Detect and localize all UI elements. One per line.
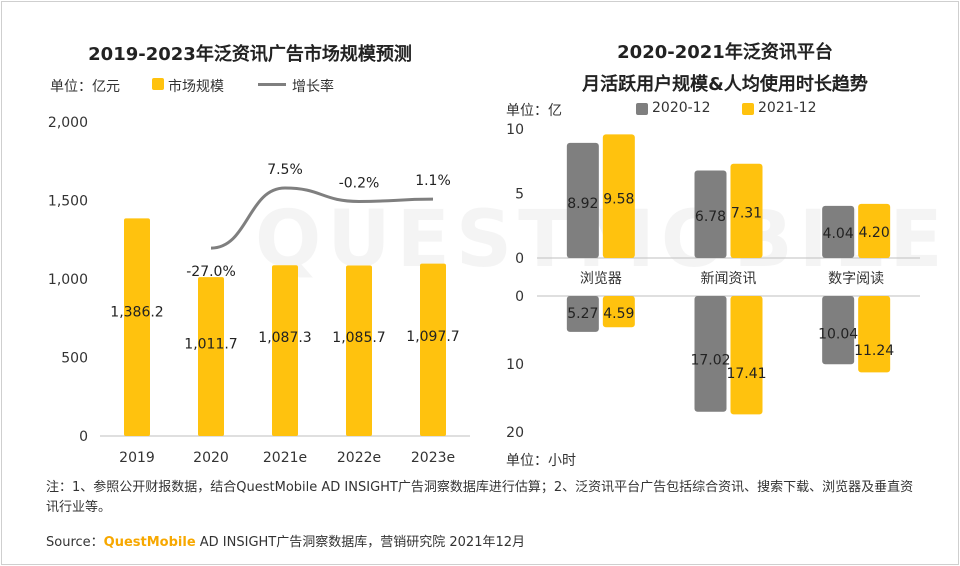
right-category-label: 新闻资讯 bbox=[701, 271, 757, 287]
right-chart-title-line1: 2020-2021年泛资讯平台 bbox=[617, 42, 833, 63]
mau-2021-value-label: 7.31 bbox=[731, 206, 762, 222]
left-y-tick-label: 1,000 bbox=[48, 272, 88, 288]
usage-2021-value-label: 11.24 bbox=[854, 343, 894, 359]
left-y-tick-label: 1,500 bbox=[48, 194, 88, 210]
source-line: Source：QuestMobile AD INSIGHT广告洞察数据库，营销研… bbox=[46, 531, 525, 550]
legend-bar-swatch bbox=[152, 78, 164, 90]
usage-2021-bar bbox=[858, 296, 891, 373]
usage-y-tick-label: 0 bbox=[515, 289, 524, 305]
market-size-value-label: 1,011.7 bbox=[184, 337, 237, 353]
mau-2020-value-label: 8.92 bbox=[567, 196, 598, 212]
usage-y-tick-label: 10 bbox=[506, 357, 524, 373]
legend-2021-label: 2021-12 bbox=[758, 100, 817, 116]
source-brand: QuestMobile bbox=[103, 535, 196, 550]
usage-2020-bar bbox=[822, 296, 855, 365]
right-category-label: 浏览器 bbox=[580, 271, 622, 287]
legend-2020-label: 2020-12 bbox=[652, 100, 711, 116]
usage-2020-value-label: 10.04 bbox=[818, 327, 858, 343]
left-x-tick-label: 2022e bbox=[337, 450, 381, 466]
legend-line-swatch bbox=[258, 83, 286, 86]
legend-2020-swatch bbox=[636, 103, 648, 115]
right-unit-bottom: 单位：小时 bbox=[506, 453, 576, 469]
market-size-value-label: 1,097.7 bbox=[406, 329, 459, 345]
market-size-value-label: 1,085.7 bbox=[332, 330, 385, 346]
usage-2020-value-label: 5.27 bbox=[567, 306, 598, 322]
usage-y-tick-label: 20 bbox=[506, 425, 524, 441]
usage-2020-value-label: 17.02 bbox=[690, 353, 730, 369]
legend-2021-swatch bbox=[742, 103, 754, 115]
market-size-bar bbox=[346, 265, 372, 436]
footnote: 注：1、参照公开财报数据，结合QuestMobile AD INSIGHT广告洞… bbox=[46, 480, 914, 515]
left-x-tick-label: 2019 bbox=[119, 450, 155, 466]
market-size-bar bbox=[272, 265, 298, 436]
mau-2021-bar bbox=[858, 203, 891, 258]
left-unit-label: 单位：亿元 bbox=[50, 79, 120, 95]
usage-2020-bar bbox=[566, 296, 599, 332]
market-size-bar bbox=[420, 263, 446, 436]
mau-2020-value-label: 6.78 bbox=[695, 209, 726, 225]
usage-2021-bar bbox=[602, 296, 635, 328]
legend-line-label: 增长率 bbox=[292, 79, 334, 95]
usage-2021-bar bbox=[730, 296, 763, 415]
growth-rate-line bbox=[210, 186, 434, 250]
legend-bar-label: 市场规模 bbox=[168, 79, 224, 95]
mau-2021-value-label: 4.20 bbox=[859, 225, 890, 241]
usage-2021-value-label: 17.41 bbox=[726, 366, 766, 382]
right-category-label: 数字阅读 bbox=[828, 270, 884, 287]
source-rest: AD INSIGHT广告洞察数据库，营销研究院 2021年12月 bbox=[195, 535, 526, 550]
left-chart-title: 2019-2023年泛资讯广告市场规模预测 bbox=[88, 44, 412, 65]
growth-rate-label: 1.1% bbox=[415, 173, 451, 189]
mau-y-tick-label: 0 bbox=[515, 251, 524, 267]
left-y-tick-label: 500 bbox=[61, 351, 88, 367]
left-x-tick-label: 2021e bbox=[263, 450, 307, 466]
mau-2020-bar bbox=[694, 170, 727, 258]
growth-rate-label: -27.0% bbox=[186, 264, 236, 280]
market-size-bar bbox=[124, 218, 150, 436]
growth-rate-label: -0.2% bbox=[339, 175, 380, 191]
left-x-tick-label: 2023e bbox=[411, 450, 455, 466]
right-chart-title-line2: 月活跃用户规模&人均使用时长趋势 bbox=[582, 74, 868, 95]
usage-2021-value-label: 4.59 bbox=[603, 306, 634, 322]
mau-2020-value-label: 4.04 bbox=[823, 226, 854, 242]
usage-2020-bar bbox=[694, 296, 727, 412]
mau-y-tick-label: 5 bbox=[515, 187, 524, 203]
left-x-tick-label: 2020 bbox=[193, 450, 229, 466]
left-y-tick-label: 2,000 bbox=[48, 115, 88, 131]
growth-rate-label: 7.5% bbox=[267, 162, 303, 178]
market-size-value-label: 1,087.3 bbox=[258, 330, 311, 346]
mau-2020-bar bbox=[566, 142, 599, 258]
mau-2021-value-label: 9.58 bbox=[603, 192, 634, 208]
left-y-tick-label: 0 bbox=[79, 429, 88, 445]
mau-y-tick-label: 10 bbox=[506, 122, 524, 138]
mau-2021-bar bbox=[602, 134, 635, 258]
mau-2020-bar bbox=[822, 205, 855, 258]
right-unit-top: 单位：亿 bbox=[506, 103, 562, 119]
source-prefix: Source： bbox=[46, 535, 104, 550]
market-size-bar bbox=[198, 277, 224, 436]
mau-2021-bar bbox=[730, 163, 763, 258]
market-size-value-label: 1,386.2 bbox=[110, 304, 163, 320]
